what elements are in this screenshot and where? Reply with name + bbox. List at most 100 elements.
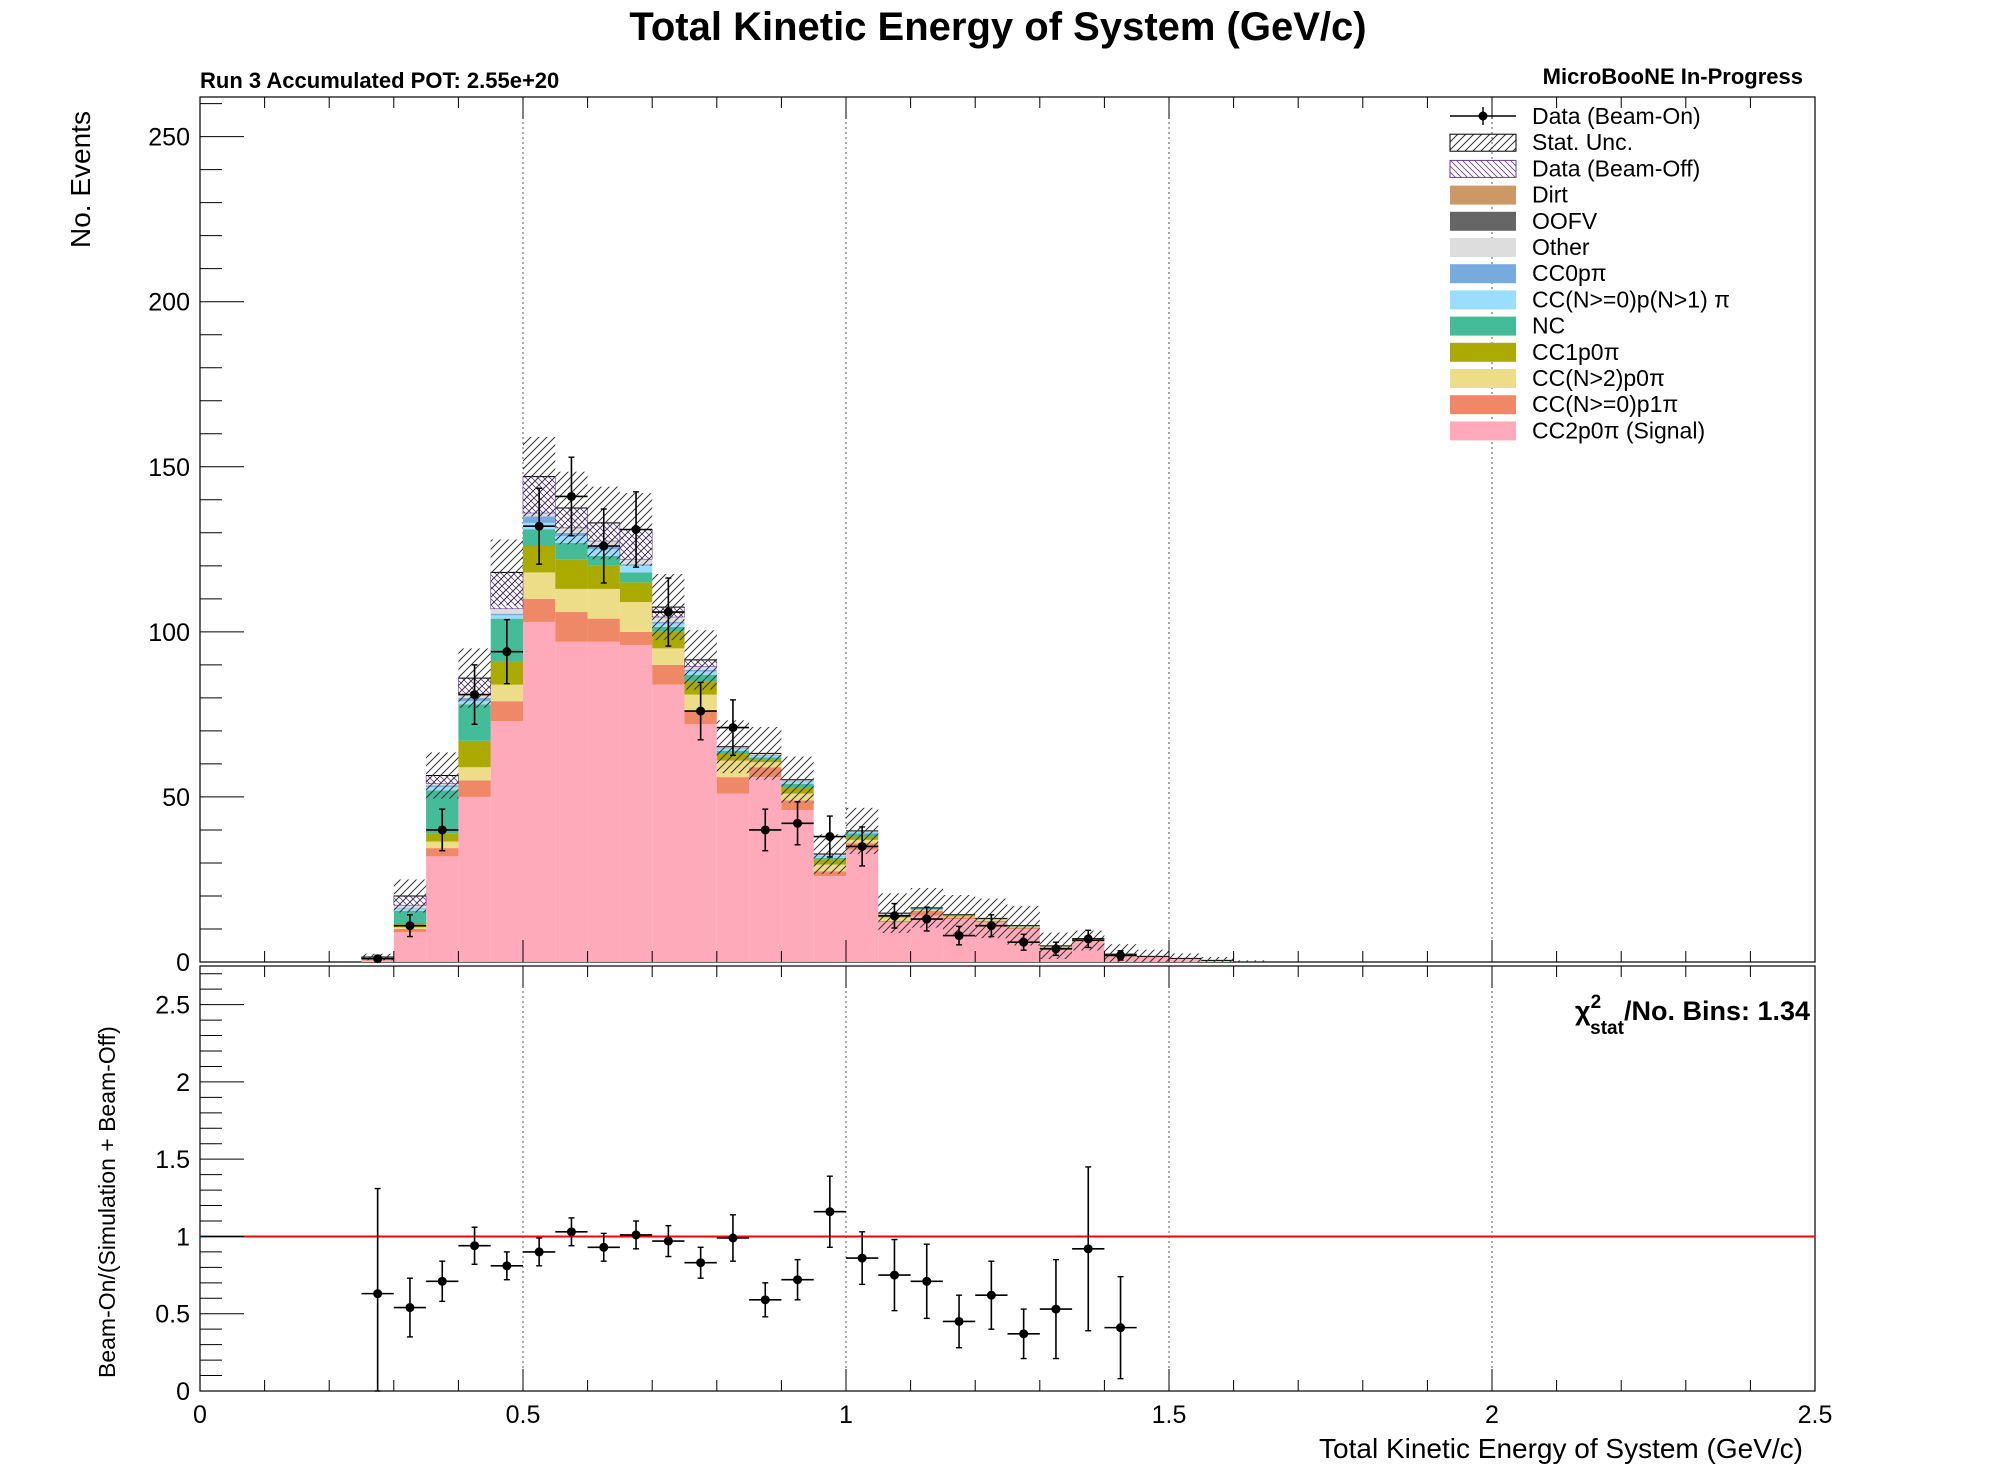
legend-entry-10: CC(N>2)p0π <box>1450 365 1665 391</box>
stat-unc-bin12 <box>749 727 781 780</box>
legend-label-3: Dirt <box>1532 182 1568 208</box>
bar-series0-bin11 <box>717 794 749 962</box>
ratio-y-tick-label-4: 2 <box>176 1069 190 1097</box>
bar-series7-bin4 <box>491 609 523 614</box>
ratio-point-5 <box>535 1247 544 1256</box>
bar-series4-bin6 <box>555 543 587 560</box>
x-tick-label-0: 0 <box>193 1401 207 1429</box>
ratio-point-2 <box>438 1277 447 1286</box>
ratio-data-points <box>362 1167 1137 1391</box>
bar-series1-bin11 <box>717 777 749 794</box>
legend-swatch-9 <box>1450 343 1516 362</box>
data-point-0 <box>373 954 382 963</box>
data-point-11 <box>728 723 737 732</box>
legend-entry-9: CC1p0π <box>1450 339 1619 365</box>
ratio-point-14 <box>825 1207 834 1216</box>
bar-series5-bin4 <box>491 615 523 618</box>
legend-label-4: OOFV <box>1532 208 1598 234</box>
data-point-16 <box>890 911 899 920</box>
bar-series0-bin10 <box>685 724 717 962</box>
legend-swatch-12 <box>1450 421 1516 440</box>
stat-unc-bin10 <box>685 630 717 689</box>
bar-series4-bin8 <box>620 572 652 582</box>
bar-series0-bin8 <box>620 645 652 962</box>
legend-entry-4: OOFV <box>1450 208 1598 234</box>
legend-swatch-11 <box>1450 395 1516 414</box>
ratio-plot-frame <box>200 966 1815 1391</box>
legend-label-0: Data (Beam-On) <box>1532 103 1701 129</box>
legend-label-9: CC1p0π <box>1532 339 1619 365</box>
legend-swatch-4 <box>1450 212 1516 231</box>
legend-entry-5: Other <box>1450 234 1590 260</box>
data-point-8 <box>632 525 641 534</box>
legend-entry-7: CC(N>=0)p(N>1) π <box>1450 286 1730 312</box>
bar-series3-bin8 <box>620 582 652 602</box>
bar-series0-bin9 <box>652 685 684 962</box>
bar-series0-bin7 <box>588 642 620 962</box>
data-point-14 <box>825 832 834 841</box>
stat-unc-bin4 <box>491 539 523 605</box>
legend-swatch-stat <box>1450 134 1516 151</box>
legend-swatch-10 <box>1450 369 1516 388</box>
bar-series2-bin6 <box>555 589 587 612</box>
stat-unc-bin25 <box>1169 953 1201 962</box>
legend-swatch-8 <box>1450 317 1516 336</box>
bar-series1-bin9 <box>652 665 684 685</box>
legend-data-marker <box>1479 112 1488 121</box>
legend-label-2: Data (Beam-Off) <box>1532 155 1700 181</box>
legend-swatch-3 <box>1450 186 1516 205</box>
bar-series1-bin7 <box>588 619 620 642</box>
legend-label-6: CC0pπ <box>1532 260 1607 286</box>
ratio-y-tick-label-2: 1 <box>176 1223 190 1251</box>
data-point-22 <box>1084 934 1093 943</box>
chart-title: Total Kinetic Energy of System (GeV/c) <box>629 5 1366 49</box>
ratio-point-0 <box>373 1289 382 1298</box>
chi2-symbol: χ <box>1575 996 1591 1026</box>
stat-unc-bin13 <box>781 757 813 803</box>
data-point-6 <box>567 492 576 501</box>
bar-series0-bin6 <box>555 642 587 962</box>
ratio-point-18 <box>955 1317 964 1326</box>
experiment-label: MicroBooNE In-Progress <box>1543 64 1803 89</box>
ratio-point-16 <box>890 1271 899 1280</box>
bar-series2-bin4 <box>491 685 523 702</box>
ratio-point-17 <box>922 1277 931 1286</box>
ratio-point-13 <box>793 1275 802 1284</box>
top-y-tick-label-4: 200 <box>148 289 190 317</box>
bar-series2-bin8 <box>620 602 652 632</box>
legend-entry-0: Data (Beam-On) <box>1450 103 1701 129</box>
legend-label-12: CC2p0π (Signal) <box>1532 417 1705 443</box>
ratio-point-21 <box>1051 1305 1060 1314</box>
data-point-21 <box>1051 944 1060 953</box>
chi2-value: /No. Bins: 1.34 <box>1624 996 1810 1026</box>
ratio-y-tick-label-5: 2.5 <box>155 992 190 1020</box>
ratio-point-23 <box>1116 1323 1125 1332</box>
legend-entry-11: CC(N>=0)p1π <box>1450 391 1678 417</box>
data-point-9 <box>664 608 673 617</box>
bar-series0-bin12 <box>749 777 781 962</box>
data-point-15 <box>858 842 867 851</box>
bar-series1-bin5 <box>523 599 555 622</box>
ratio-y-tick-label-1: 0.5 <box>155 1301 190 1329</box>
ratio-y-axis-title: Beam-On/(Simulation + Beam-Off) <box>94 1026 120 1378</box>
bar-series2-bin3 <box>458 767 490 780</box>
x-axis-title: Total Kinetic Energy of System (GeV/c) <box>1319 1433 1803 1464</box>
legend-entry-1: Stat. Unc. <box>1450 129 1633 155</box>
bar-series2-bin9 <box>652 648 684 665</box>
bar-series6-bin4 <box>491 614 523 616</box>
legend-label-5: Other <box>1532 234 1590 260</box>
legend-swatch-beam-off <box>1450 160 1516 177</box>
data-point-13 <box>793 819 802 828</box>
bar-series0-bin2 <box>426 856 458 962</box>
data-point-12 <box>761 825 770 834</box>
x-tick-label-1: 0.5 <box>506 1401 541 1429</box>
top-y-tick-label-2: 100 <box>148 619 190 647</box>
top-y-tick-label-1: 50 <box>162 784 190 812</box>
top-y-axis-title: No. Events <box>65 111 96 248</box>
top-y-tick-label-0: 0 <box>176 949 190 977</box>
bar-series3-bin6 <box>555 559 587 589</box>
ratio-point-22 <box>1084 1244 1093 1253</box>
